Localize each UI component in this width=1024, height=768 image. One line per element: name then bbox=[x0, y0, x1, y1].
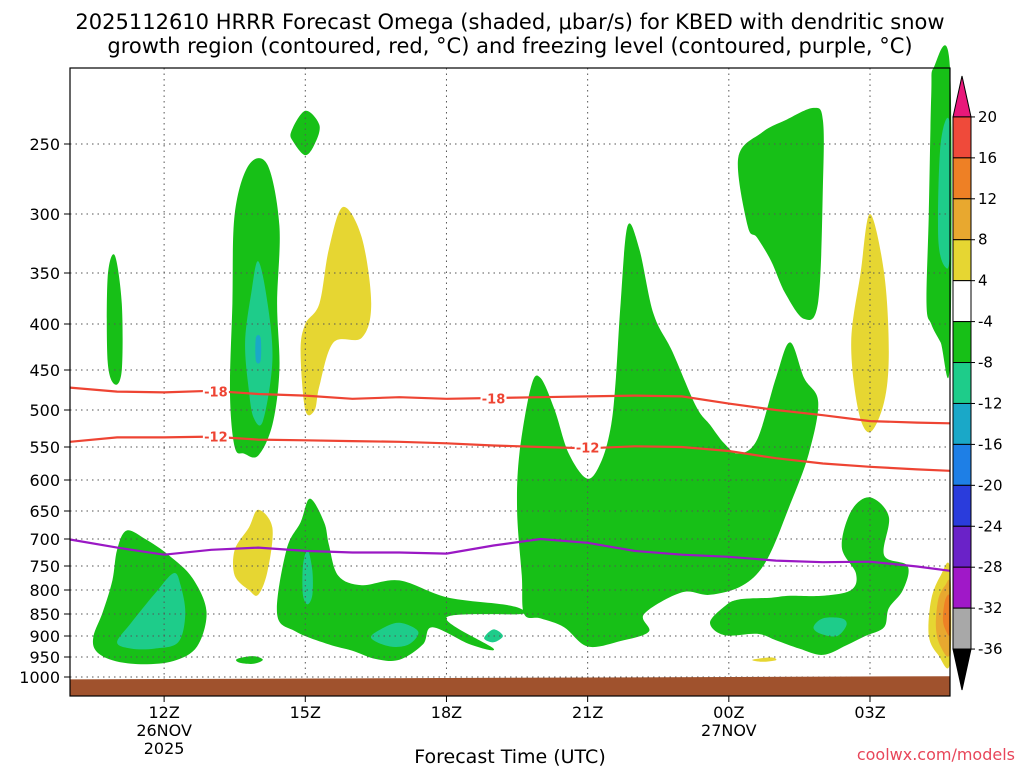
omega-region-21 bbox=[937, 117, 951, 269]
ground-fill bbox=[70, 676, 950, 696]
x-tick-label-21Z: 21Z bbox=[572, 703, 603, 722]
colorbar-bin-0 bbox=[952, 75, 972, 118]
y-tick-label-550: 550 bbox=[29, 438, 60, 457]
omega-region-19 bbox=[752, 657, 777, 662]
y-axis: 250 300 350 400 450 500 550 600 650 700 750 800 850 9… bbox=[19, 135, 70, 687]
y-tick-label-700: 700 bbox=[29, 530, 60, 549]
credit-link[interactable]: coolwx.com/models bbox=[857, 745, 1015, 764]
colorbar: 20 16 12 8 4 -4 -8 -12 -16 -20 -24 -28 -32 -36 bbox=[952, 75, 1003, 691]
grid bbox=[70, 68, 950, 696]
x-tick-label-03Z: 03Z bbox=[854, 703, 885, 722]
y-tick-label-300: 300 bbox=[29, 205, 60, 224]
contour-label-bg bbox=[202, 429, 229, 444]
y-tick-label-900: 900 bbox=[29, 627, 60, 646]
colorbar-bin-13 bbox=[952, 607, 972, 650]
colorbar-bin-14 bbox=[952, 648, 972, 691]
colorbar-label-4: 4 bbox=[978, 272, 988, 290]
y-tick-label-650: 650 bbox=[29, 502, 60, 521]
colorbar-label-1: 16 bbox=[978, 149, 997, 167]
colorbar-label-3: 8 bbox=[978, 231, 988, 249]
colorbar-bin-8 bbox=[952, 402, 972, 445]
colorbar-label-5: -4 bbox=[978, 313, 993, 331]
y-tick-label-600: 600 bbox=[29, 471, 60, 490]
colorbar-bin-4 bbox=[952, 239, 972, 282]
omega-region-5 bbox=[300, 206, 372, 416]
contour-label-dgz-minus12-1: -12 bbox=[576, 441, 600, 456]
x-tick-date-26NOV: 26NOV bbox=[136, 721, 192, 740]
colorbar-label-6: -8 bbox=[978, 354, 993, 372]
omega-region-17 bbox=[813, 617, 847, 637]
colorbar-label-0: 20 bbox=[978, 108, 997, 126]
ground-layer bbox=[70, 676, 950, 696]
omega-shaded-regions bbox=[92, 45, 952, 669]
omega-region-8 bbox=[117, 573, 186, 650]
colorbar-label-11: -28 bbox=[978, 558, 1003, 576]
omega-region-10 bbox=[276, 498, 529, 661]
omega-region-24 bbox=[942, 594, 951, 636]
y-tick-label-450: 450 bbox=[29, 361, 60, 380]
y-tick-label-950: 950 bbox=[29, 648, 60, 667]
x-tick-label-12Z: 12Z bbox=[148, 703, 179, 722]
contour-label-bg bbox=[574, 440, 601, 455]
y-tick-label-800: 800 bbox=[29, 581, 60, 600]
colorbar-bin-6 bbox=[952, 321, 972, 364]
omega-region-6 bbox=[232, 509, 273, 596]
x-tick-label-18Z: 18Z bbox=[431, 703, 462, 722]
colorbar-bin-2 bbox=[952, 157, 972, 200]
y-tick-label-1000: 1000 bbox=[19, 668, 60, 687]
omega-region-18 bbox=[851, 214, 889, 433]
contour-label-dgz-minus12-0: -12 bbox=[204, 430, 228, 445]
plot-frame bbox=[69, 67, 951, 697]
colorbar-label-12: -32 bbox=[978, 599, 1003, 617]
omega-region-12 bbox=[370, 622, 419, 647]
contour-label-dgz-minus18-1: -18 bbox=[482, 393, 506, 408]
x-axis-title: Forecast Time (UTC) bbox=[414, 746, 605, 768]
y-tick-label-850: 850 bbox=[29, 605, 60, 624]
contour-dgz-minus12 bbox=[69, 435, 951, 472]
contour-freezing-level bbox=[69, 537, 951, 572]
contour-lines: -18 -18 -12 -12 bbox=[69, 384, 951, 572]
omega-region-16 bbox=[710, 497, 909, 655]
chart-title-line2: growth region (contoured, red, °C) and f… bbox=[107, 34, 912, 58]
x-tick-label-15Z: 15Z bbox=[290, 703, 321, 722]
colorbar-bin-10 bbox=[952, 484, 972, 527]
colorbar-bin-3 bbox=[952, 198, 972, 241]
contour-label-bg bbox=[480, 391, 507, 406]
omega-region-4 bbox=[290, 110, 320, 156]
omega-region-3 bbox=[255, 334, 262, 364]
omega-region-14 bbox=[516, 223, 819, 648]
colorbar-label-7: -12 bbox=[978, 394, 1003, 412]
y-tick-label-500: 500 bbox=[29, 401, 60, 420]
chart-title-line1: 2025112610 HRRR Forecast Omega (shaded, … bbox=[75, 10, 944, 34]
colorbar-bin-7 bbox=[952, 362, 972, 404]
omega-region-9 bbox=[236, 656, 263, 664]
colorbar-label-9: -20 bbox=[978, 476, 1003, 494]
x-tick-date-27NOV: 27NOV bbox=[701, 721, 757, 740]
colorbar-label-10: -24 bbox=[978, 517, 1003, 535]
y-tick-label-250: 250 bbox=[29, 135, 60, 154]
colorbar-label-13: -36 bbox=[978, 640, 1003, 658]
colorbar-label-8: -16 bbox=[978, 435, 1003, 453]
omega-region-0 bbox=[106, 254, 123, 385]
y-tick-label-350: 350 bbox=[29, 264, 60, 283]
contour-label-bg bbox=[202, 384, 229, 399]
colorbar-bin-1 bbox=[952, 116, 972, 159]
contour-label-dgz-minus18-0: -18 bbox=[204, 385, 228, 400]
colorbar-bin-12 bbox=[952, 566, 972, 609]
colorbar-bin-11 bbox=[952, 525, 972, 568]
colorbar-bin-5 bbox=[952, 280, 972, 323]
x-tick-year-2025: 2025 bbox=[144, 739, 185, 758]
colorbar-label-2: 12 bbox=[978, 190, 997, 208]
y-tick-label-750: 750 bbox=[29, 557, 60, 576]
y-tick-label-400: 400 bbox=[29, 315, 60, 334]
x-tick-label-00Z: 00Z bbox=[713, 703, 744, 722]
colorbar-bin-9 bbox=[952, 443, 972, 486]
